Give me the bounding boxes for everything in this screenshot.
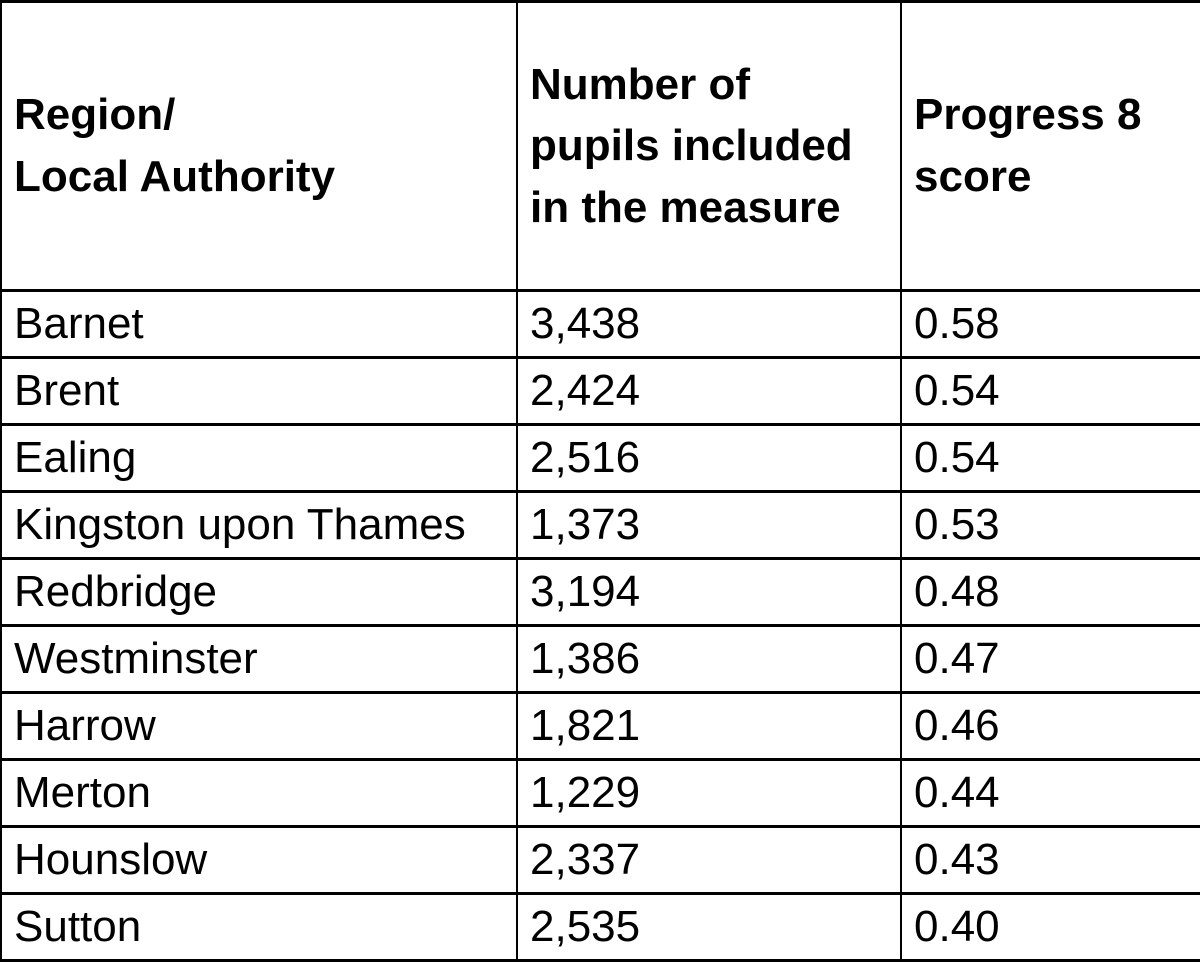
score-cell: 0.54 [900,423,1200,493]
score-cell: 0.46 [900,691,1200,761]
table-row: Westminster 1,386 0.47 [0,624,1200,694]
region-cell: Kingston upon Thames [0,490,518,560]
table-row: Redbridge 3,194 0.48 [0,557,1200,627]
region-cell: Harrow [0,691,518,761]
score-cell: 0.48 [900,557,1200,627]
pupils-cell: 3,438 [516,289,902,359]
region-cell: Ealing [0,423,518,493]
table-row: Harrow 1,821 0.46 [0,691,1200,761]
region-cell: Redbridge [0,557,518,627]
pupils-cell: 2,516 [516,423,902,493]
pupils-cell: 2,424 [516,356,902,426]
score-cell: 0.40 [900,892,1200,962]
pupils-cell: 2,337 [516,825,902,895]
pupils-cell: 3,194 [516,557,902,627]
table-row: Sutton 2,535 0.40 [0,892,1200,962]
table-row: Barnet 3,438 0.58 [0,289,1200,359]
score-cell: 0.53 [900,490,1200,560]
score-cell: 0.58 [900,289,1200,359]
region-cell: Hounslow [0,825,518,895]
pupils-cell: 2,535 [516,892,902,962]
region-cell: Merton [0,758,518,828]
table-row: Kingston upon Thames 1,373 0.53 [0,490,1200,560]
pupils-cell: 1,373 [516,490,902,560]
table-row: Brent 2,424 0.54 [0,356,1200,426]
region-cell: Westminster [0,624,518,694]
table-header: Region/ Local Authority Number of pupils… [0,0,1200,292]
pupils-column-header: Number of pupils included in the measure [516,0,902,292]
pupils-cell: 1,229 [516,758,902,828]
score-cell: 0.47 [900,624,1200,694]
pupils-cell: 1,386 [516,624,902,694]
progress8-column-header: Progress 8 score [900,0,1200,292]
table-row: Merton 1,229 0.44 [0,758,1200,828]
header-row: Region/ Local Authority Number of pupils… [0,0,1200,292]
table-row: Ealing 2,516 0.54 [0,423,1200,493]
region-column-header: Region/ Local Authority [0,0,518,292]
region-cell: Brent [0,356,518,426]
score-cell: 0.43 [900,825,1200,895]
table-body: Barnet 3,438 0.58 Brent 2,424 0.54 Ealin… [0,289,1200,962]
table-row: Hounslow 2,337 0.43 [0,825,1200,895]
score-cell: 0.54 [900,356,1200,426]
region-cell: Sutton [0,892,518,962]
score-cell: 0.44 [900,758,1200,828]
pupils-cell: 1,821 [516,691,902,761]
region-cell: Barnet [0,289,518,359]
